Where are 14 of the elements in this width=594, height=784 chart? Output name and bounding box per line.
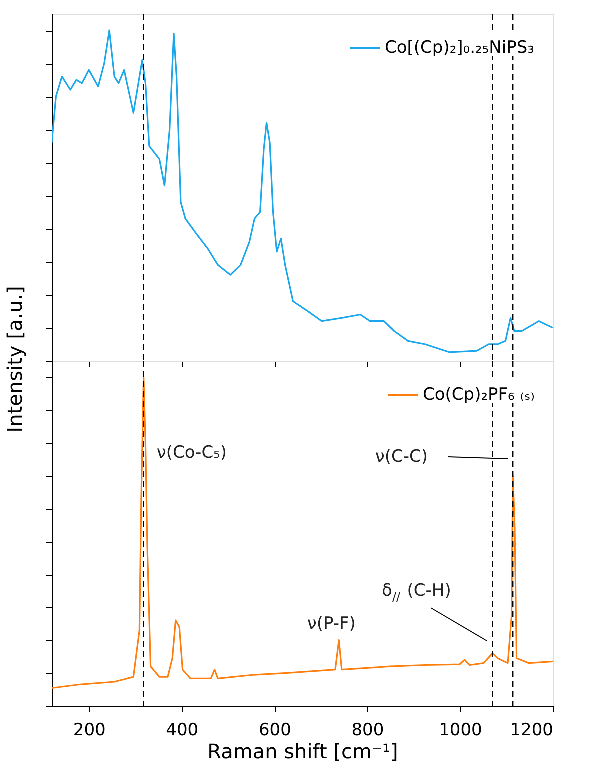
x-tick-label: 600 bbox=[258, 720, 292, 740]
annotation: δ//(C-H) bbox=[382, 581, 452, 604]
y-axis-title: Intensity [a.u.] bbox=[3, 286, 27, 433]
annotation: ν(C-C) bbox=[375, 447, 428, 467]
x-tick-label: 400 bbox=[166, 720, 199, 740]
x-tick-label: 200 bbox=[73, 720, 106, 740]
annotation: ν(P-F) bbox=[307, 614, 356, 634]
annotation: ν(Co-C₅) bbox=[156, 443, 228, 463]
x-tick-label: 1000 bbox=[439, 720, 482, 740]
x-tick-label: 800 bbox=[352, 720, 384, 740]
legend-label: Co[(Cp)₂]₀.₂₅NiPS₃ bbox=[385, 38, 534, 58]
legend-label: Co(Cp)₂PF₆ ₍ₛ₎ bbox=[423, 385, 535, 405]
x-axis-title: Raman shift [cm⁻¹] bbox=[208, 740, 398, 764]
x-tick-label: 1200 bbox=[510, 720, 554, 740]
